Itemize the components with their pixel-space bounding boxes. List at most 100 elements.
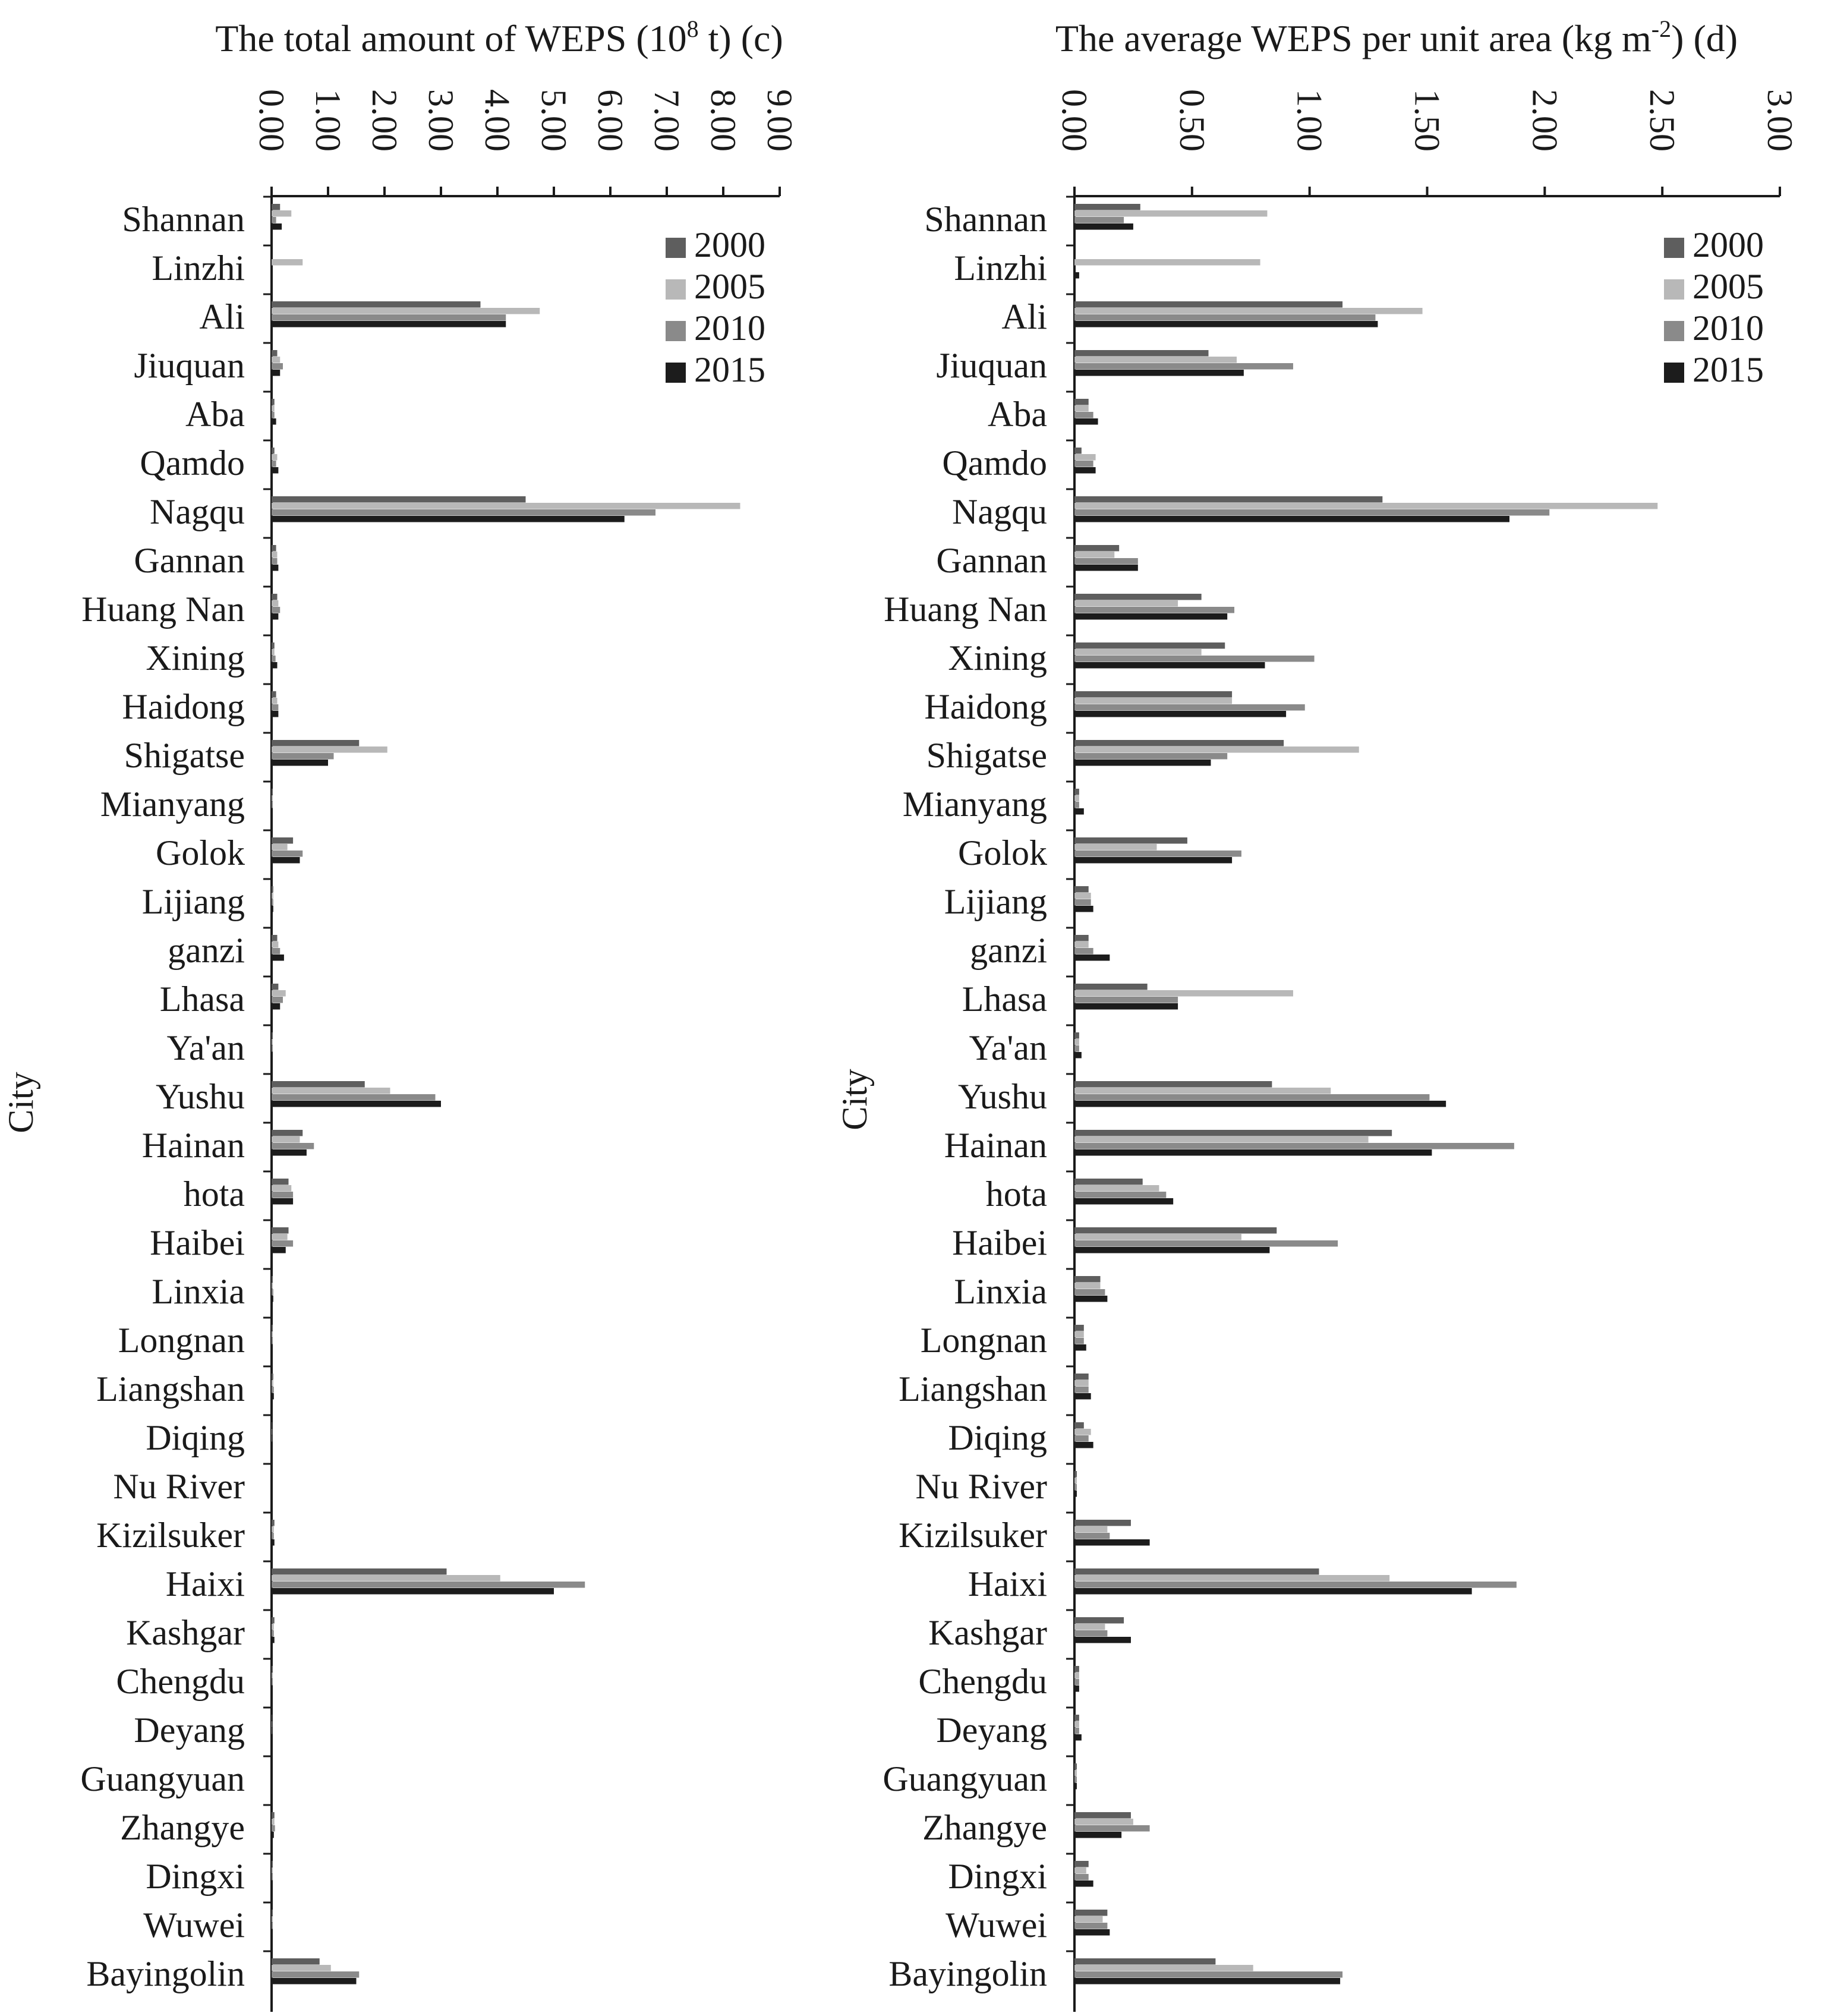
- bar-jiuquan-2015: [1074, 370, 1244, 376]
- bar-mianyang-2000: [272, 789, 273, 795]
- category-label-haidong: Haidong: [924, 687, 1047, 726]
- legend-label-2000: 2000: [694, 225, 765, 264]
- bar-diqing-2000: [1074, 1422, 1084, 1429]
- category-label-ganzi: ganzi: [970, 931, 1047, 970]
- bar-aba-2000: [272, 399, 275, 405]
- bar-shigatse-2005: [1074, 746, 1359, 753]
- x-tick-label: 2.00: [1525, 89, 1564, 152]
- category-label-kashgar: Kashgar: [928, 1613, 1047, 1652]
- bar-chengdu-2015: [1074, 1686, 1079, 1692]
- bar-ali-2000: [1074, 301, 1343, 308]
- category-label-nagqu: Nagqu: [952, 492, 1047, 531]
- bar-zhangye-2005: [1074, 1819, 1133, 1825]
- bar-haixi-2005: [272, 1575, 500, 1582]
- bar-ganzi-2010: [272, 948, 280, 955]
- bar-bayingolin-2000: [272, 1958, 320, 1965]
- bar-hainan-2005: [272, 1136, 300, 1143]
- category-label-hota: hota: [184, 1174, 245, 1214]
- bar-gannan-2005: [1074, 552, 1115, 558]
- bar-lhasa-2000: [272, 984, 279, 990]
- bar-nagqu-2015: [272, 516, 625, 522]
- bar-wuwei-2000: [1074, 1910, 1108, 1916]
- legend-swatch-2015: [1664, 363, 1684, 383]
- bar-qamdo-2015: [1074, 467, 1096, 474]
- category-label-linxia: Linxia: [954, 1272, 1047, 1311]
- category-label-longnan: Longnan: [921, 1321, 1047, 1360]
- bar-ganzi-2015: [1074, 955, 1110, 961]
- bar-lijiang-2015: [1074, 906, 1093, 912]
- bar-haibei-2000: [1074, 1227, 1277, 1234]
- bar-wuwei-2010: [272, 1923, 273, 1929]
- bar-ya-an-2015: [272, 1052, 273, 1059]
- bar-xining-2005: [272, 649, 275, 656]
- category-label-haixi: Haixi: [166, 1564, 245, 1604]
- bar-zhangye-2015: [1074, 1832, 1122, 1838]
- category-label-gannan: Gannan: [134, 541, 245, 580]
- bar-gannan-2010: [1074, 558, 1138, 565]
- category-label-longnan: Longnan: [118, 1321, 245, 1360]
- bar-nu-river-2000: [1074, 1471, 1077, 1478]
- bar-kizilsuker-2005: [1074, 1526, 1108, 1533]
- bar-diqing-2010: [1074, 1435, 1089, 1442]
- bar-liangshan-2015: [272, 1393, 274, 1400]
- category-label-lijiang: Lijiang: [142, 882, 245, 921]
- bar-mianyang-2015: [1074, 808, 1084, 815]
- category-label-yushu: Yushu: [156, 1077, 245, 1116]
- bar-hota-2005: [272, 1185, 292, 1192]
- category-label-liangshan: Liangshan: [96, 1369, 245, 1409]
- legend-label-2015: 2015: [1693, 350, 1764, 389]
- bar-qamdo-2005: [1074, 454, 1096, 461]
- category-label-zhangye: Zhangye: [120, 1808, 245, 1847]
- category-label-golok: Golok: [156, 833, 245, 872]
- bar-yushu-2005: [272, 1088, 390, 1094]
- bar-shigatse-2005: [272, 746, 387, 753]
- bar-kashgar-2010: [1074, 1630, 1108, 1637]
- bar-liangshan-2010: [1074, 1387, 1089, 1393]
- x-tick-label: 0.00: [1055, 89, 1094, 152]
- bar-nagqu-2010: [272, 509, 655, 516]
- category-label-ali: Ali: [1001, 297, 1047, 336]
- bar-aba-2015: [272, 418, 276, 425]
- bar-kashgar-2010: [272, 1630, 274, 1637]
- bar-haidong-2000: [1074, 691, 1233, 698]
- bar-huang-nan-2000: [272, 594, 278, 600]
- category-label-qamdo: Qamdo: [942, 443, 1047, 483]
- category-label-jiuquan: Jiuquan: [936, 346, 1047, 385]
- bar-gannan-2000: [272, 545, 276, 552]
- bar-linxia-2015: [1074, 1296, 1108, 1302]
- bar-liangshan-2000: [272, 1374, 273, 1380]
- bar-bayingolin-2005: [272, 1965, 331, 1971]
- category-label-hainan: Hainan: [142, 1126, 245, 1165]
- bar-shannan-2015: [272, 223, 282, 230]
- bar-lijiang-2000: [272, 886, 273, 893]
- bar-nagqu-2015: [1074, 516, 1509, 522]
- category-label-nu-river: Nu River: [915, 1467, 1047, 1506]
- bar-linxia-2005: [1074, 1283, 1101, 1289]
- bar-huang-nan-2005: [272, 600, 279, 607]
- legend-swatch-2005: [666, 279, 686, 300]
- category-label-mianyang: Mianyang: [100, 785, 245, 824]
- category-label-mianyang: Mianyang: [903, 785, 1047, 824]
- bar-ali-2000: [272, 301, 481, 308]
- bar-ali-2010: [1074, 314, 1376, 321]
- bar-golok-2010: [1074, 850, 1241, 857]
- bar-lhasa-2005: [272, 990, 286, 997]
- bar-shannan-2015: [1074, 223, 1133, 230]
- bar-lijiang-2005: [1074, 893, 1091, 899]
- legend-label-2005: 2005: [1693, 267, 1764, 306]
- bar-shigatse-2010: [272, 753, 334, 760]
- category-label-zhangye: Zhangye: [922, 1808, 1047, 1847]
- bar-haibei-2015: [1074, 1247, 1270, 1253]
- bar-huang-nan-2000: [1074, 594, 1202, 600]
- bar-hota-2015: [1074, 1198, 1174, 1205]
- bar-diqing-2005: [1074, 1429, 1091, 1435]
- x-tick-label: 0.00: [252, 89, 291, 152]
- bar-mianyang-2005: [1074, 795, 1079, 802]
- bar-chengdu-2000: [272, 1666, 273, 1672]
- bar-xining-2005: [1074, 649, 1202, 656]
- bar-gannan-2005: [272, 552, 278, 558]
- bar-haibei-2010: [1074, 1240, 1338, 1247]
- bar-dingxi-2015: [1074, 1880, 1093, 1887]
- legend-swatch-2010: [666, 321, 686, 341]
- bar-ali-2005: [272, 308, 540, 314]
